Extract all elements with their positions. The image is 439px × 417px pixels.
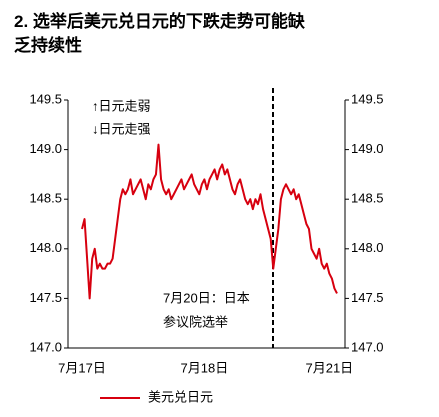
y2-tick-label: 149.0 (351, 141, 384, 156)
y2-tick-label: 148.0 (351, 240, 384, 255)
annotation: ↑日元走弱 (92, 98, 151, 113)
x-tick-label: 7月21日 (305, 360, 353, 375)
x-tick-label: 7月18日 (181, 360, 229, 375)
y2-tick-label: 148.5 (351, 191, 384, 206)
annotation: 7月20日：日本 (163, 290, 250, 305)
annotation: ↓日元走强 (92, 121, 151, 136)
y-tick-label: 148.0 (29, 240, 62, 255)
y-tick-label: 148.5 (29, 191, 62, 206)
y2-tick-label: 147.0 (351, 339, 384, 354)
y-tick-label: 149.5 (29, 91, 62, 106)
series-line (81, 143, 338, 300)
y-tick-label: 147.5 (29, 290, 62, 305)
y2-tick-label: 149.5 (351, 91, 384, 106)
y-tick-label: 149.0 (29, 141, 62, 156)
x-tick-label: 7月17日 (58, 360, 106, 375)
y-tick-label: 147.0 (29, 339, 62, 354)
chart-title: 2. 选举后美元兑日元的下跌走势可能缺乏持续性 (14, 11, 306, 55)
annotation: 参议院选举 (163, 314, 228, 329)
legend-label: 美元兑日元 (148, 389, 213, 404)
y2-tick-label: 147.5 (351, 290, 384, 305)
